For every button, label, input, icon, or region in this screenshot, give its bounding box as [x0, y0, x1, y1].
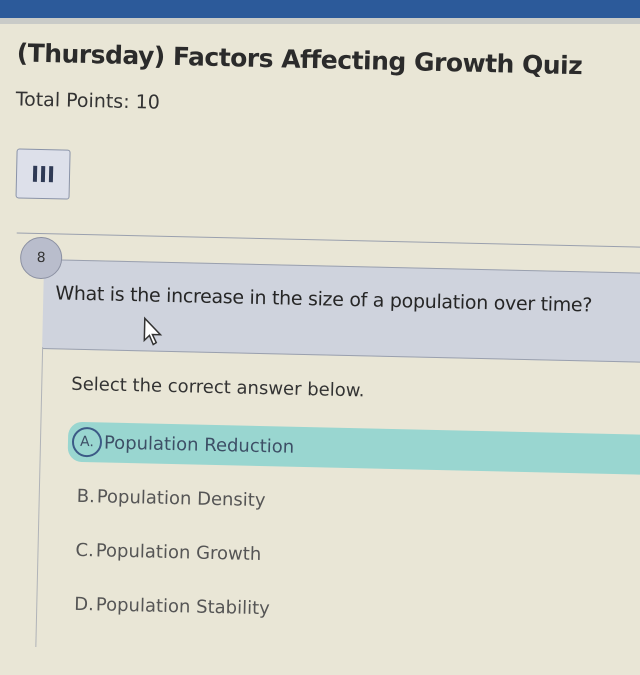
- question-box: What is the increase in the size of a po…: [42, 259, 640, 364]
- answer-option-b[interactable]: B. Population Density: [66, 476, 640, 530]
- instruction-text: Select the correct answer below.: [71, 373, 365, 402]
- option-letter: B.: [76, 485, 96, 507]
- answer-option-c[interactable]: C. Population Growth: [65, 530, 640, 584]
- question-left-border: [35, 347, 44, 647]
- question-text: What is the increase in the size of a po…: [55, 282, 593, 317]
- mouse-cursor-icon: [143, 316, 163, 346]
- option-label: Population Stability: [95, 593, 271, 619]
- answer-option-d[interactable]: D. Population Stability: [64, 584, 640, 638]
- answer-option-a[interactable]: A. Population Reduction: [67, 421, 640, 476]
- option-letter: D.: [74, 593, 95, 615]
- option-label: Population Density: [96, 485, 266, 511]
- total-points: Total Points: 10: [15, 88, 161, 114]
- quiz-title: (Thursday) Factors Affecting Growth Quiz: [16, 38, 583, 81]
- divider: [16, 232, 640, 248]
- menu-button[interactable]: [15, 148, 71, 200]
- option-letter: A.: [71, 426, 103, 458]
- option-label: Population Reduction: [103, 431, 295, 458]
- browser-toolbar-edge: [0, 18, 640, 24]
- browser-top-bar: [0, 0, 640, 18]
- option-letter: C.: [75, 539, 95, 561]
- option-label: Population Growth: [95, 539, 262, 565]
- hamburger-menu-icon: [31, 165, 55, 183]
